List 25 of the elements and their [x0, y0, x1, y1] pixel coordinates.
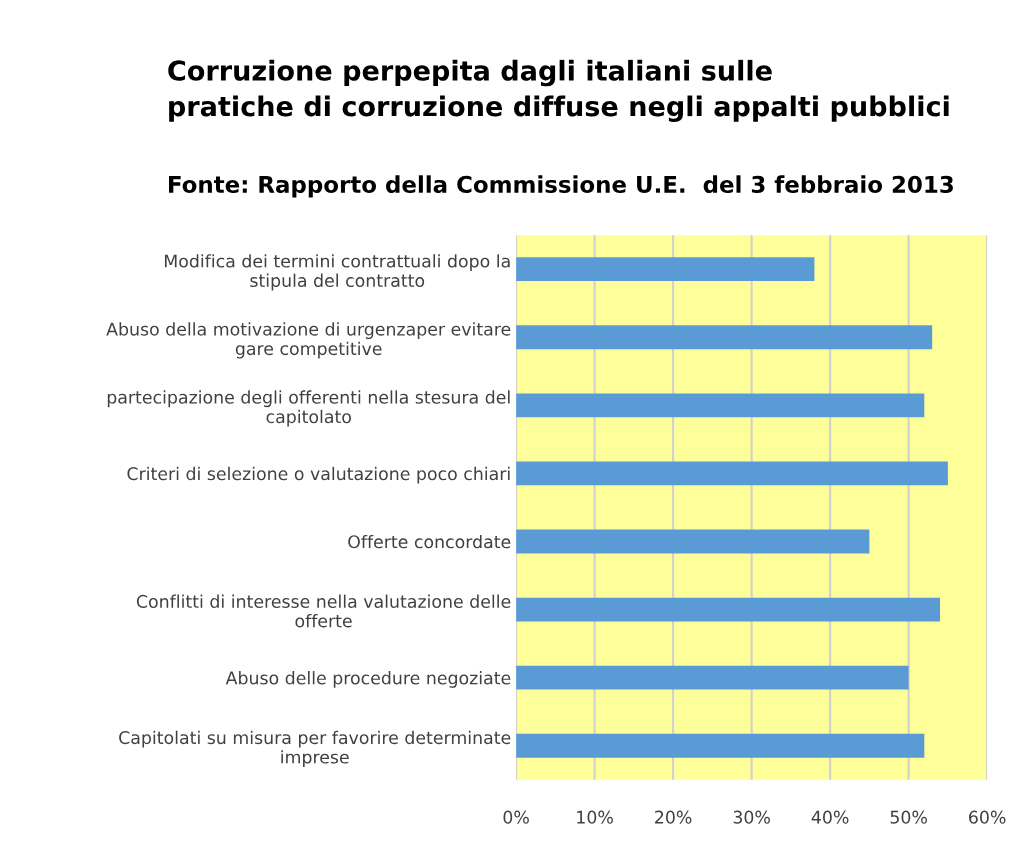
bar	[516, 461, 948, 486]
bar	[516, 529, 870, 554]
x-tick-label: 40%	[811, 810, 849, 824]
x-tick-label: 10%	[577, 810, 613, 824]
x-tick-label: 50%	[890, 810, 927, 824]
y-tick-label: Capitolati su misura per favorire determinate imprese	[119, 730, 511, 767]
y-tick-label: Offerte concordate	[348, 534, 511, 549]
bar	[516, 393, 925, 418]
bar	[516, 597, 941, 622]
y-tick-label: Conflitti di interesse nella valutazione delle offerte	[136, 594, 511, 628]
y-tick-label: Abuso delle procedure negoziate	[225, 671, 511, 688]
x-tick-label: 30%	[733, 810, 770, 824]
y-tick-label: Modifica dei termini contrattuali dopo la stipula del contratto	[164, 254, 510, 291]
y-tick-label: Criteri di selezione o valutazione poco chiari	[127, 466, 510, 484]
bar	[516, 325, 933, 350]
x-tick-label: 0%	[503, 810, 529, 824]
chart-subtitle: Fonte: Rapporto della Commissione U.E. del 3 febbraio 2013	[169, 175, 953, 198]
x-tick-label: 60%	[969, 810, 1006, 824]
x-tick-label: 20%	[655, 810, 692, 824]
chart-title: Corruzione perpepita dagli italiani sulle pratiche di corruzione diffuse negli appalti pubblici	[168, 59, 949, 122]
y-tick-label: partecipazione degli offerenti nella stesura del capitolato	[107, 390, 510, 427]
bar	[516, 733, 925, 758]
y-tick-label: Abuso della motivazione di urgenzaper evitare gare competitive	[106, 322, 511, 359]
bar	[516, 665, 909, 690]
bar	[516, 257, 815, 282]
